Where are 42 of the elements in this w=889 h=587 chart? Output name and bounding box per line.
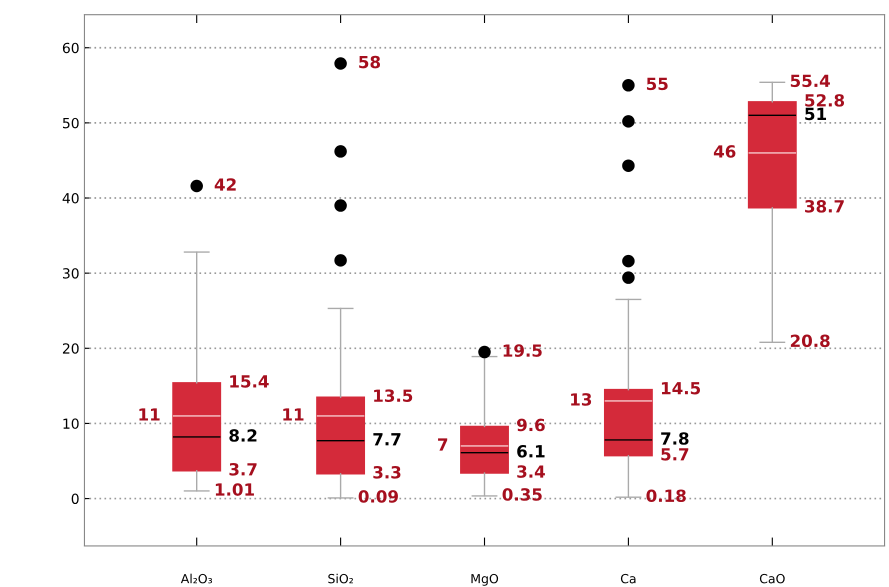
annotation: 1.01 [216,483,254,496]
annotation: 0.35 [502,488,542,501]
annotation: 7 [438,438,448,451]
annotation: 0.18 [646,489,686,502]
annotation: 13 [571,393,592,406]
x-tick-label: MgO [471,574,498,586]
annotation: 52.8 [805,94,844,107]
x-tick-label: Al₂O₃ [180,574,212,584]
annotation: 51 [805,108,826,120]
annotation: 42 [214,178,236,191]
annotation: 3.4 [517,465,545,478]
annotation: 0.09 [358,490,398,503]
annotation: 15.4 [230,375,269,388]
x-tick-label: SiO₂ [328,574,353,584]
y-tick-label: 40 [62,192,79,204]
annotation: 13.5 [374,389,412,402]
annotation: 11 [283,408,304,421]
annotation: 14.5 [662,382,700,394]
annotation: 5.7 [661,448,688,461]
y-tick-label: 60 [62,42,79,54]
annotation: 55.4 [790,74,830,88]
y-tick-label: 50 [62,118,79,128]
y-tick-label: 10 [63,418,79,429]
annotation: 58 [359,56,380,68]
annotation: 3.3 [373,466,400,479]
annotation: 8.2 [229,429,256,442]
annotation: 38.7 [805,200,844,213]
annotation: 19.5 [504,344,542,357]
annotation: 3.7 [229,463,257,476]
annotation: 9.6 [517,418,545,432]
y-tick-label: 0 [72,494,79,504]
annotation: 20.8 [790,334,830,348]
x-tick-label: CaO [760,574,785,584]
x-tick-label: Ca [620,574,636,584]
annotation: 55 [646,78,668,90]
annotation: 46 [714,145,736,158]
annotation: 7.8 [661,432,689,445]
y-tick-label: 20 [62,343,79,354]
annotation: 11 [139,408,160,421]
annotation: 6.1 [517,444,545,458]
y-tick-label: 30 [62,268,79,279]
annotation: 7.7 [373,433,400,446]
